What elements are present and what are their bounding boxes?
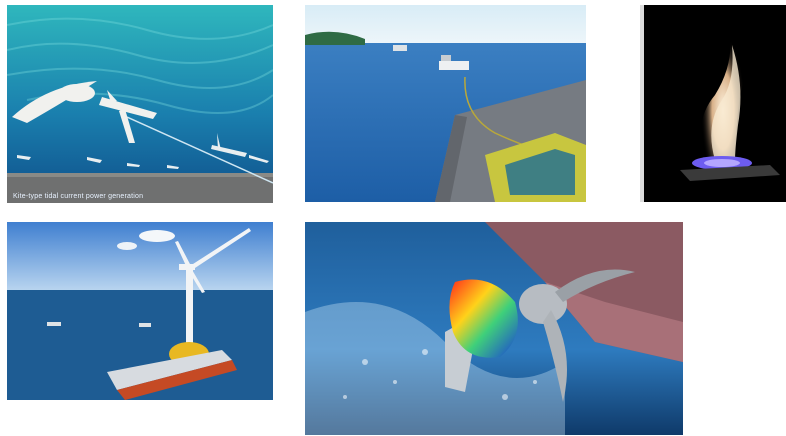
seabed-cable-image: [305, 5, 586, 202]
ship-propeller-image: [305, 222, 683, 435]
underwater-kite-image: Kite-type tidal current power generation: [7, 5, 273, 203]
image-caption: Kite-type tidal current power generation: [13, 193, 144, 200]
offshore-wind-turbine-image: [7, 222, 273, 400]
flame-image: [640, 5, 786, 202]
